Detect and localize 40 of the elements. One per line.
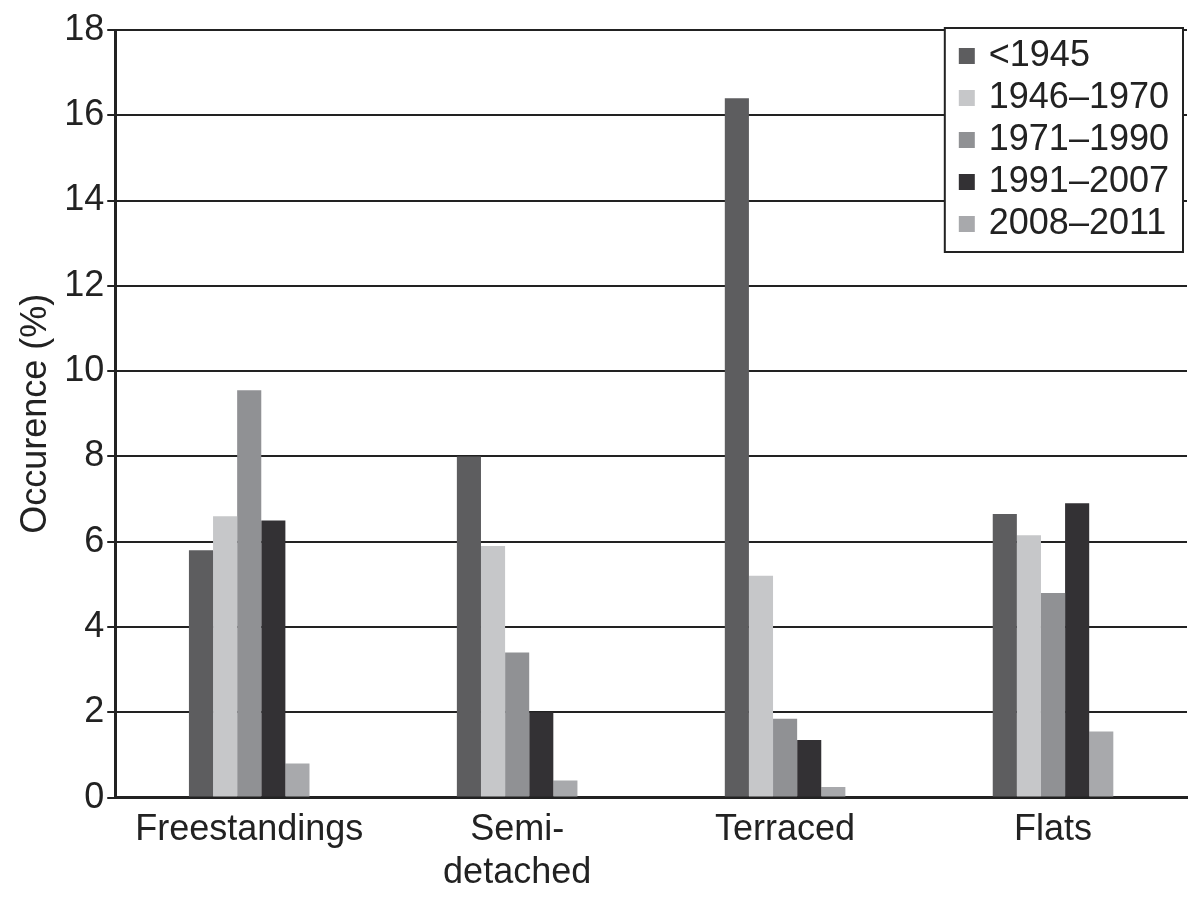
bar — [748, 575, 774, 797]
y-tick-label: 10 — [64, 348, 105, 390]
y-tick-label: 0 — [84, 774, 105, 816]
y-tick-label: 14 — [64, 177, 105, 219]
legend-label: 1946–1970 — [988, 74, 1170, 116]
legend-label: 1991–2007 — [988, 158, 1170, 200]
bar — [480, 546, 506, 797]
bar — [1065, 503, 1090, 797]
y-tick-label: 6 — [84, 518, 105, 560]
bar — [505, 652, 530, 797]
y-tick-label: 18 — [64, 6, 105, 48]
x-tick-label: Terraced — [715, 807, 856, 849]
legend-label: 1971–1990 — [988, 116, 1170, 158]
bar — [553, 780, 578, 797]
y-tick-label: 8 — [84, 433, 105, 475]
bar — [213, 516, 238, 797]
legend-label: <1945 — [988, 32, 1090, 74]
bar — [797, 740, 822, 797]
bar — [456, 456, 481, 797]
x-tick-label: Flats — [1014, 807, 1093, 849]
y-tick-label: 16 — [64, 92, 105, 134]
x-tick-label: Freestandings — [135, 807, 364, 849]
bar — [237, 390, 262, 797]
bar — [992, 514, 1017, 797]
bar — [1016, 535, 1041, 797]
bar — [1040, 592, 1066, 797]
bar — [724, 98, 749, 797]
bar — [261, 520, 286, 797]
y-tick-label: 4 — [84, 603, 105, 645]
bar — [1089, 731, 1114, 797]
legend-label: 2008–2011 — [988, 200, 1167, 242]
y-tick-label: 2 — [84, 689, 105, 731]
y-axis-title: Occurence (%) — [12, 293, 54, 534]
y-tick-label: 12 — [64, 262, 105, 304]
x-tick-label: Semi-detached — [443, 807, 592, 892]
bar — [188, 550, 214, 797]
bar — [773, 718, 798, 797]
bar — [821, 786, 846, 797]
bar — [529, 712, 554, 797]
bar — [285, 763, 310, 797]
